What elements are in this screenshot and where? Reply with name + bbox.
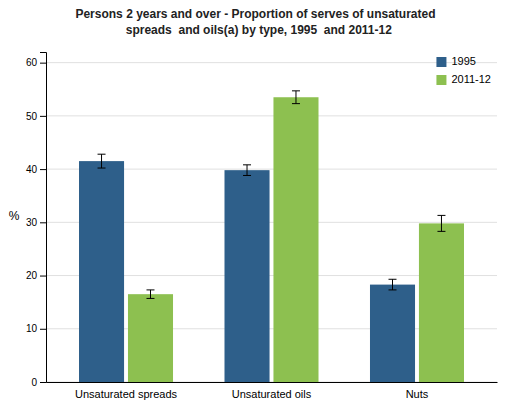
tick-label: Nuts (406, 388, 429, 400)
tick-mark (40, 329, 46, 330)
y-axis: 0 10 20 30 40 50 60 (26, 53, 47, 388)
x-axis: Unsaturated spreads Unsaturated oils Nuts (47, 383, 498, 400)
tick: 30 (26, 217, 46, 228)
axis-line (40, 53, 47, 383)
legend-label: 2011-12 (451, 73, 491, 85)
tick-label: Unsaturated oils (232, 388, 312, 400)
grid-line (46, 115, 497, 116)
plot: 0102030405060Unsaturated spreadsUnsatura… (26, 53, 498, 400)
legend-label: 1995 (451, 55, 475, 67)
tick: 10 (26, 323, 46, 334)
tick: 40 (26, 164, 46, 175)
axis-line (47, 382, 498, 383)
bar (370, 285, 415, 382)
tick-label: 60 (26, 57, 38, 68)
series (79, 154, 415, 382)
tick-mark (40, 169, 46, 170)
tick: 60 (26, 57, 46, 68)
bar (79, 161, 124, 382)
tick-mark (40, 63, 46, 64)
tick-label: 0 (31, 377, 37, 388)
tick-label: Unsaturated spreads (75, 388, 178, 400)
error-bar (243, 165, 251, 176)
tick-label: 40 (26, 164, 38, 175)
marks (79, 91, 464, 382)
axis-title: % (9, 209, 20, 223)
tick-label: 30 (26, 217, 38, 228)
error-bar (389, 279, 397, 290)
legend-item: 2011-12 (436, 73, 491, 85)
legend-swatch (436, 75, 446, 85)
error-bar (437, 215, 445, 231)
grid-line (46, 62, 497, 63)
bar (273, 97, 318, 382)
tick-label: 10 (26, 323, 38, 334)
error-bar (292, 91, 300, 104)
tick-label: 20 (26, 270, 38, 281)
tick: 0 (31, 377, 46, 388)
bar (224, 170, 269, 382)
tick: 20 (26, 270, 46, 281)
tick-mark (40, 276, 46, 277)
tick-mark (40, 382, 46, 383)
legend-item: 1995 (436, 55, 475, 67)
tick: Nuts (406, 388, 429, 400)
chart: Persons 2 years and over - Proportion of… (0, 0, 511, 416)
bar (128, 294, 173, 382)
grid (46, 63, 497, 382)
title: Persons 2 years and over - Proportion of… (75, 7, 435, 37)
bar (419, 223, 464, 382)
tick: Unsaturated oils (232, 388, 312, 400)
error-bar (146, 290, 154, 299)
tick: 50 (26, 111, 46, 122)
tick-mark (40, 222, 46, 223)
series (128, 91, 464, 382)
error-bar (98, 154, 106, 168)
tick-label: 50 (26, 111, 38, 122)
legend: 1995 2011-12 (436, 55, 491, 85)
legend-swatch (436, 57, 446, 67)
tick-mark (40, 116, 46, 117)
tick: Unsaturated spreads (75, 388, 178, 400)
